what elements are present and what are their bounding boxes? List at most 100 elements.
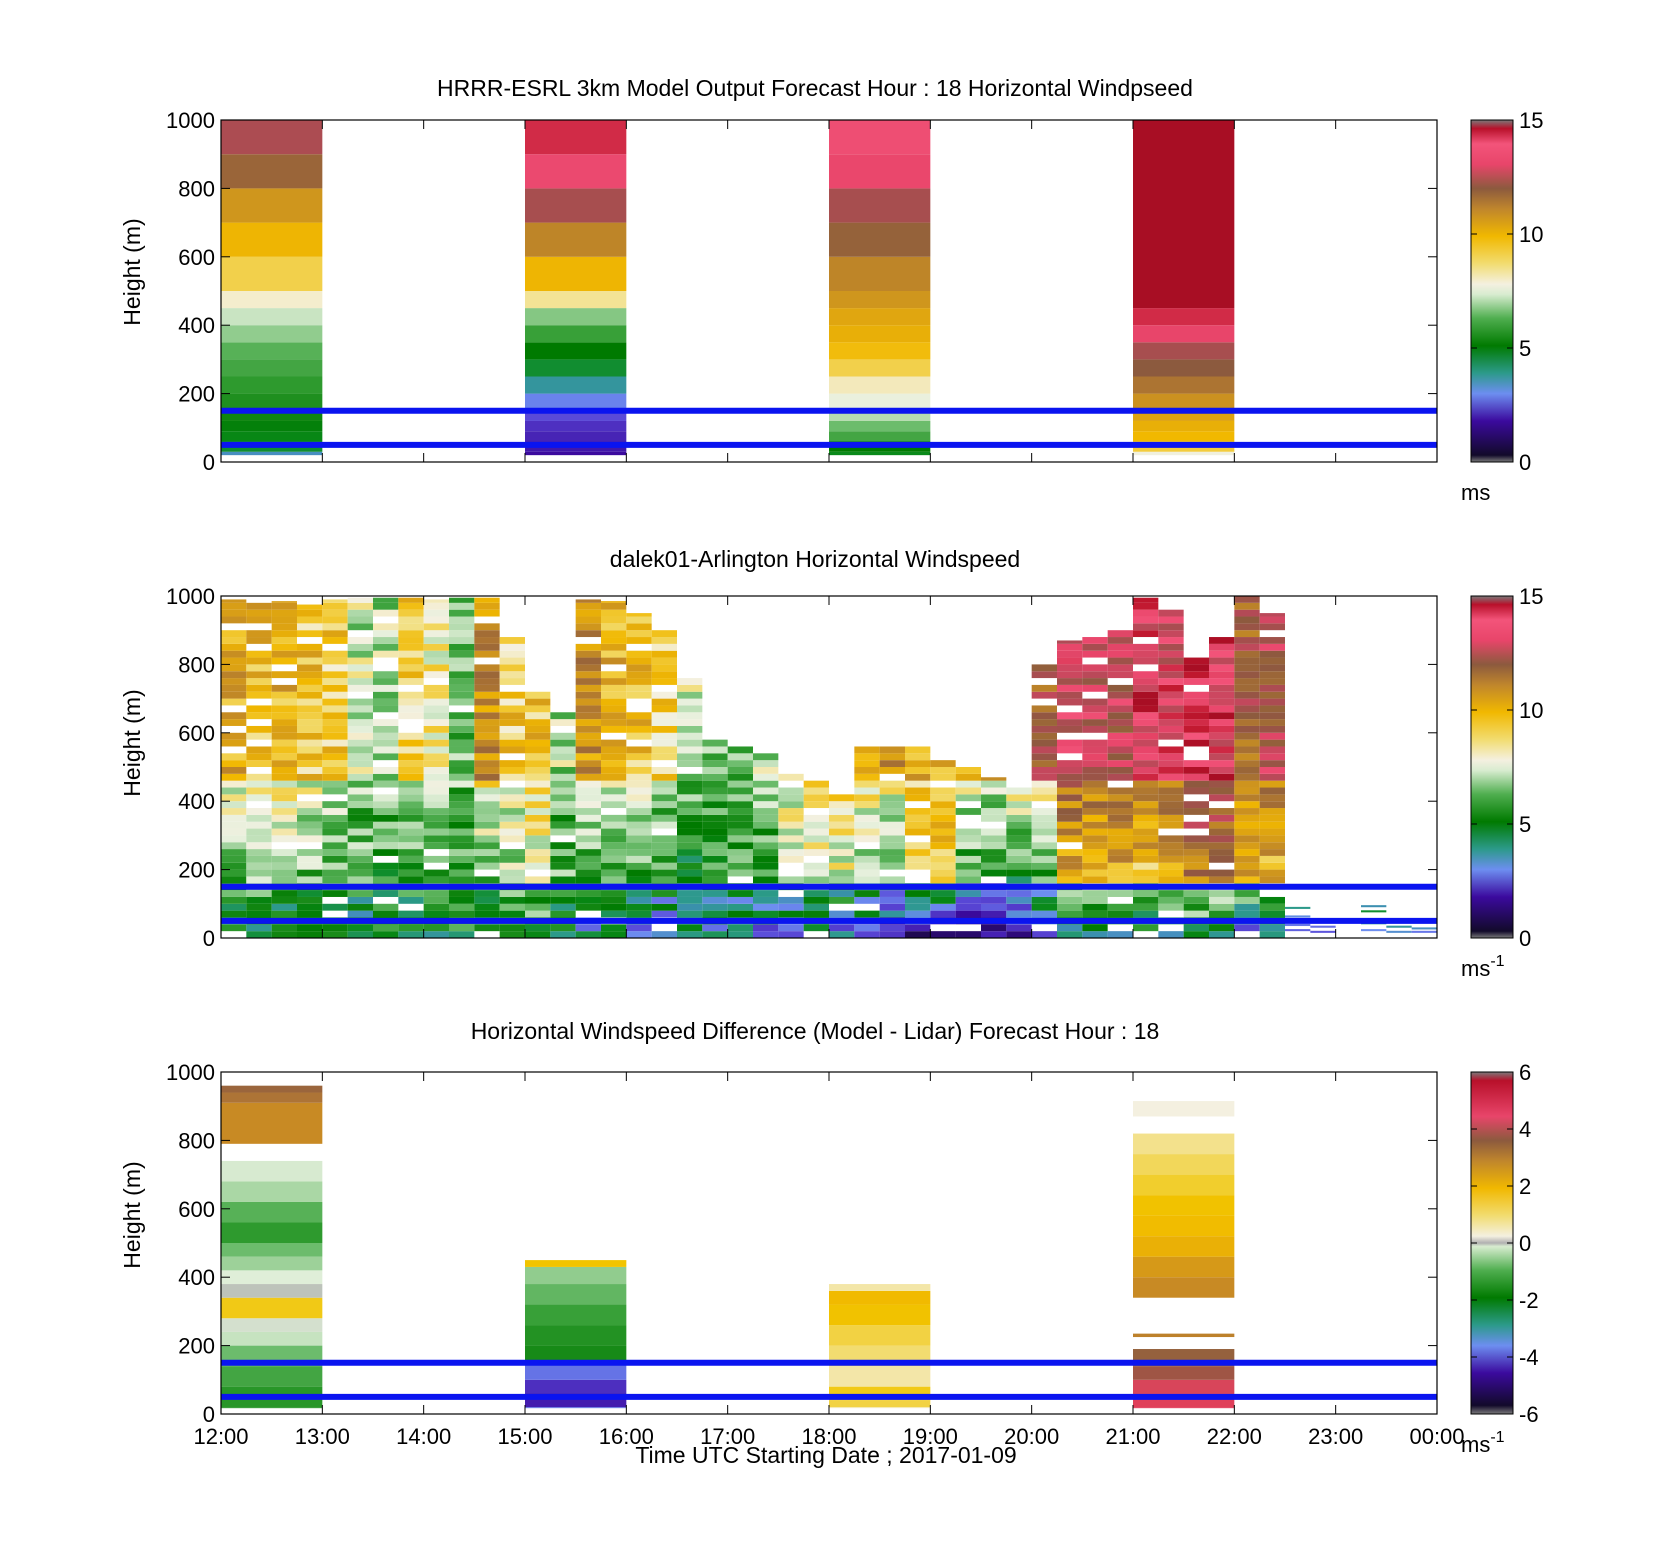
- heatmap-cell: [373, 684, 399, 692]
- y-tick-label: 1000: [166, 584, 215, 609]
- colorbar-tick-label: 15: [1519, 584, 1543, 609]
- heatmap-cell: [981, 814, 1007, 822]
- heatmap-cell: [879, 849, 905, 856]
- heatmap-cell: [271, 698, 297, 706]
- y-tick-label: 800: [178, 1128, 215, 1153]
- heatmap-cell: [1133, 767, 1159, 774]
- heatmap-cell: [423, 650, 449, 658]
- heatmap-cell: [626, 808, 652, 815]
- heatmap-cell: [854, 767, 880, 774]
- heatmap-cell: [423, 842, 449, 850]
- heatmap-cell: [373, 732, 399, 740]
- heatmap-cell: [221, 376, 323, 394]
- heatmap-cell: [753, 767, 779, 774]
- heatmap-cell: [1057, 767, 1083, 774]
- heatmap-cell: [474, 630, 500, 638]
- heatmap-cell: [525, 862, 551, 870]
- heatmap-cell: [677, 794, 703, 802]
- heatmap-cell: [347, 787, 373, 795]
- heatmap-cell: [1107, 732, 1133, 740]
- heatmap-cell: [221, 773, 247, 781]
- heatmap-cell: [1209, 794, 1235, 802]
- heatmap-cell: [398, 924, 424, 932]
- heatmap-cell: [398, 828, 424, 836]
- heatmap-cell: [297, 896, 323, 904]
- heatmap-cell: [525, 410, 627, 421]
- heatmap-cell: [1133, 597, 1159, 603]
- heatmap-cell: [1133, 855, 1159, 863]
- heatmap-cell: [550, 808, 576, 815]
- heatmap-cell: [1209, 732, 1235, 740]
- heatmap-cell: [499, 794, 525, 802]
- heatmap-cell: [651, 732, 677, 740]
- heatmap-cell: [474, 719, 500, 726]
- heatmap-cell: [601, 601, 627, 603]
- heatmap-cell: [651, 630, 677, 638]
- heatmap-cell: [398, 801, 424, 809]
- heatmap-cell: [1133, 1154, 1235, 1175]
- heatmap-cell: [1057, 821, 1083, 829]
- heatmap-cell: [1285, 915, 1311, 918]
- heatmap-cell: [525, 924, 551, 932]
- heatmap-cell: [373, 924, 399, 932]
- heatmap-cell: [1057, 808, 1083, 815]
- heatmap-cell: [1183, 725, 1209, 733]
- heatmap-cell: [221, 1222, 323, 1243]
- heatmap-cell: [601, 698, 627, 706]
- heatmap-cell: [854, 876, 880, 884]
- heatmap-cell: [575, 671, 601, 679]
- heatmap-cell: [246, 787, 272, 795]
- heatmap-cell: [981, 855, 1007, 863]
- heatmap-cell: [423, 828, 449, 836]
- heatmap-cell: [829, 890, 855, 897]
- heatmap-cell: [373, 746, 399, 754]
- heatmap-cell: [474, 828, 500, 836]
- heatmap-cell: [677, 862, 703, 870]
- heatmap-cell: [1133, 739, 1159, 747]
- heatmap-cell: [981, 910, 1007, 918]
- heatmap-cell: [1209, 931, 1235, 938]
- heatmap-cell: [1107, 849, 1133, 856]
- heatmap-cell: [905, 903, 931, 911]
- heatmap-cell: [601, 835, 627, 843]
- heatmap-cell: [1361, 910, 1387, 913]
- heatmap-cell: [347, 746, 373, 754]
- heatmap-cell: [727, 753, 753, 761]
- heatmap-cell: [575, 862, 601, 870]
- heatmap-cell: [803, 862, 829, 870]
- heatmap-cell: [221, 308, 323, 326]
- heatmap-cell: [271, 643, 297, 651]
- heatmap-cell: [677, 712, 703, 720]
- heatmap-cell: [347, 862, 373, 870]
- heatmap-cell: [1209, 678, 1235, 685]
- heatmap-cell: [601, 657, 627, 665]
- heatmap-cell: [474, 767, 500, 774]
- heatmap-cell: [1031, 746, 1057, 754]
- heatmap-cell: [575, 623, 601, 631]
- heatmap-cell: [727, 808, 753, 815]
- heatmap-cell: [1234, 684, 1260, 692]
- heatmap-cell: [879, 903, 905, 911]
- heatmap-cell: [727, 760, 753, 767]
- heatmap-cell: [930, 910, 956, 918]
- heatmap-cell: [930, 808, 956, 815]
- heatmap-cell: [297, 719, 323, 726]
- heatmap-cell: [854, 910, 880, 918]
- heatmap-cell: [1158, 876, 1184, 884]
- y-tick-label: 600: [178, 1197, 215, 1222]
- heatmap-cell: [575, 739, 601, 747]
- heatmap-cell: [601, 719, 627, 726]
- heatmap-cell: [879, 910, 905, 918]
- heatmap-cell: [879, 767, 905, 774]
- heatmap-cell: [1259, 787, 1285, 795]
- heatmap-cell: [829, 910, 855, 918]
- heatmap-cell: [981, 828, 1007, 836]
- heatmap-cell: [1082, 869, 1108, 877]
- heatmap-cell: [525, 719, 551, 726]
- heatmap-cell: [1183, 780, 1209, 788]
- heatmap-cell: [347, 924, 373, 932]
- heatmap-cell: [930, 931, 956, 938]
- heatmap-cell: [550, 896, 576, 904]
- heatmap-cell: [575, 794, 601, 802]
